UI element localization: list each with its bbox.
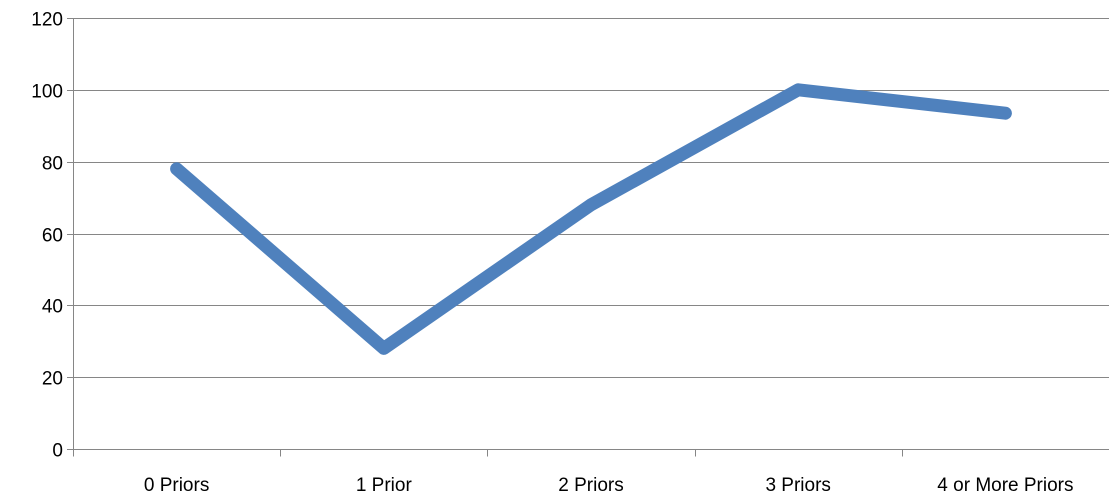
y-tick-label-80: 80 xyxy=(42,154,63,175)
x-axis xyxy=(73,18,1109,457)
x-tick-label-3: 3 Priors xyxy=(765,475,830,496)
x-tick-label-2: 2 Priors xyxy=(558,475,623,496)
y-tick-label-100: 100 xyxy=(31,82,63,103)
x-tick-label-4: 4 or More Priors xyxy=(937,475,1073,496)
series-layer xyxy=(170,83,1012,355)
y-tick-label-20: 20 xyxy=(42,369,63,390)
y-tick-label-120: 120 xyxy=(31,10,63,31)
x-axis-tick-labels: 0 Priors 1 Prior 2 Priors 3 Priors 4 or More… xyxy=(144,475,1074,496)
y-axis-tick-labels: 0 20 40 60 80 100 120 xyxy=(31,10,73,462)
x-tick-label-0: 0 Priors xyxy=(144,475,209,496)
x-tick-label-1: 1 Prior xyxy=(356,475,413,496)
y-tick-label-40: 40 xyxy=(42,297,63,318)
y-tick-label-0: 0 xyxy=(52,441,63,462)
y-tick-label-60: 60 xyxy=(42,226,63,247)
series-line-0 xyxy=(170,83,1012,355)
